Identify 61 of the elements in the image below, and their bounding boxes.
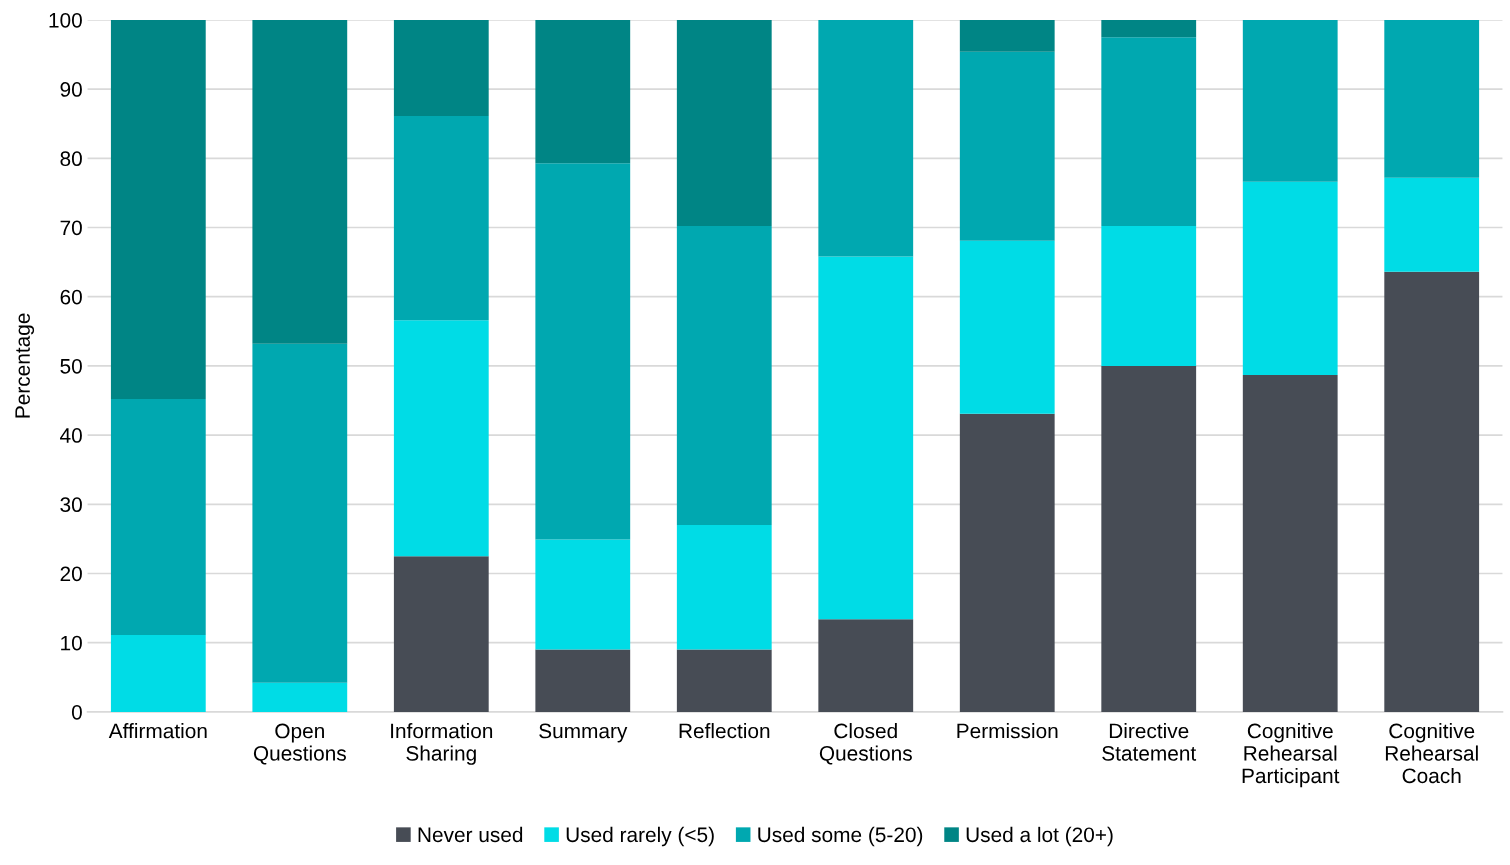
bar (676, 19, 772, 227)
bar (535, 19, 631, 164)
bar (1242, 374, 1338, 712)
legend-label: Used rarely (<5) (566, 826, 714, 847)
x-tick-label: Permission (957, 723, 1058, 739)
bar (535, 539, 631, 650)
legend-label: Never used (418, 826, 523, 843)
bar (959, 51, 1055, 241)
bar (676, 226, 772, 526)
bar (1101, 226, 1197, 366)
y-tick-label: 40 (60, 428, 82, 443)
y-tick-label: 20 (60, 566, 82, 582)
bar (959, 240, 1055, 414)
y-tick-label: 50 (60, 358, 82, 374)
x-tick-label: Reflection (679, 723, 770, 739)
bar (1242, 19, 1338, 182)
bar (110, 19, 206, 400)
bar (676, 649, 772, 712)
y-tick-label: 90 (60, 82, 82, 97)
bar (252, 343, 348, 683)
x-tick-label: Information Sharing (391, 723, 493, 765)
bar (818, 19, 914, 257)
bar (535, 163, 631, 540)
y-tick-label: 70 (60, 220, 82, 236)
bar (110, 399, 206, 636)
x-tick-label: Cognitive Rehearsal Coach (1385, 723, 1478, 784)
y-tick-label: 100 (49, 12, 82, 28)
bar (959, 19, 1055, 52)
bar (393, 320, 489, 557)
bar (535, 649, 631, 712)
bar (1384, 19, 1480, 178)
bar (1101, 37, 1197, 227)
x-tick-label: Closed Questions (819, 723, 912, 765)
bar (676, 525, 772, 650)
x-tick-label: Summary (539, 723, 628, 743)
bar (252, 19, 348, 344)
y-tick-label: 10 (61, 635, 82, 651)
legend-label: Used a lot (20+) (966, 826, 1113, 847)
x-tick-label: Cognitive Rehearsal Participant (1242, 723, 1340, 788)
bar (818, 619, 914, 712)
bar (252, 682, 348, 712)
bar (818, 256, 914, 620)
legend-label: Used some (5-20) (758, 826, 923, 847)
bar (1384, 177, 1480, 272)
y-axis-title: Percentage (15, 313, 35, 418)
y-tick-label: 60 (60, 289, 82, 305)
bar (1101, 365, 1197, 712)
y-tick-label: 30 (60, 497, 82, 513)
bar (393, 19, 489, 117)
y-tick-label: 0 (71, 704, 82, 720)
x-tick-label: Affirmation (108, 723, 207, 739)
x-tick-label: Open Questions (253, 723, 346, 765)
x-tick-label: Directive Statement (1102, 723, 1197, 761)
bar (393, 116, 489, 321)
y-tick-label: 80 (60, 151, 82, 167)
bar (110, 635, 206, 712)
bar (1242, 181, 1338, 375)
bar (1101, 19, 1197, 38)
bar (959, 413, 1055, 712)
bar (1384, 271, 1480, 712)
bar (393, 556, 489, 712)
